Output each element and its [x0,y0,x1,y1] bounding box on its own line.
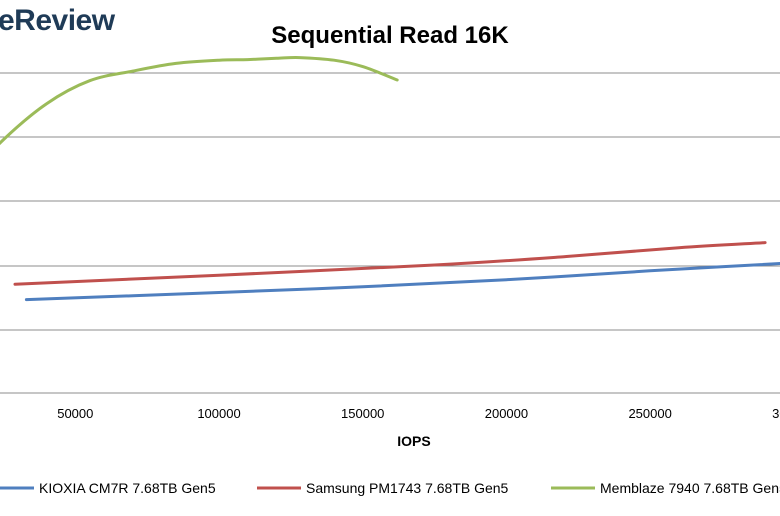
legend: KIOXIA CM7R 7.68TB Gen5 Samsung PM1743 7.… [0,480,780,496]
x-tick-label: 200000 [485,406,528,421]
x-tick-label: 150000 [341,406,384,421]
series-lines [0,56,780,302]
gridlines [0,72,780,394]
x-axis-title: IOPS [397,433,430,449]
legend-label: KIOXIA CM7R 7.68TB Gen5 [39,480,216,496]
brand-logo-text: eReview [0,4,115,37]
series-line-3 [0,56,399,146]
legend-label: Memblaze 7940 7.68TB Gen5 [600,480,780,496]
chart-title: Sequential Read 16K [271,22,509,49]
legend-label: Samsung PM1743 7.68TB Gen5 [306,480,509,496]
x-tick-label: 250000 [628,406,671,421]
x-tick-label: 300000 [772,406,780,421]
series-line-1 [24,262,780,302]
x-tick-label: 100000 [197,406,240,421]
x-tick-label: 50000 [57,406,93,421]
series-line-2 [13,241,767,286]
x-axis-ticks: 50000 100000 150000 200000 250000 300000 [57,406,780,421]
